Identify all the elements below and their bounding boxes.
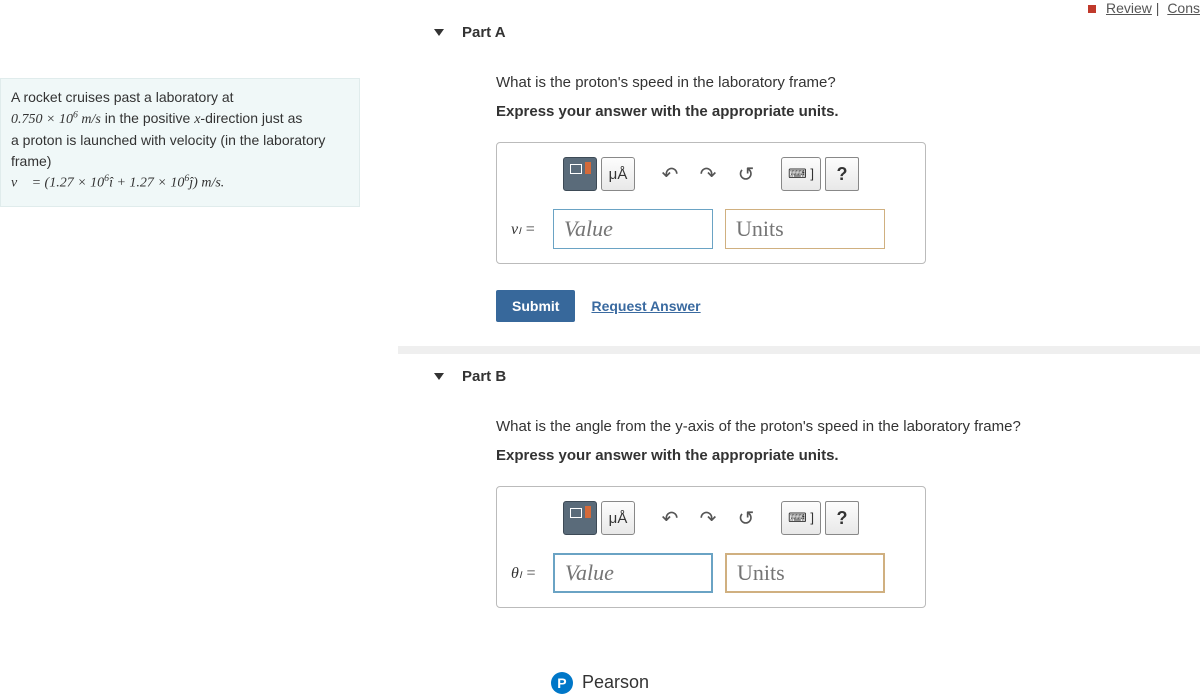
part-a-units-input[interactable]	[725, 209, 885, 249]
part-b-body: What is the angle from the y-axis of the…	[398, 400, 1200, 618]
part-a-toolbar: μÅ ↶ ↷ ↺ ⌨ ] ?	[511, 157, 911, 191]
part-a-instruct: Express your answer with the appropriate…	[496, 103, 1200, 120]
help-button[interactable]: ?	[825, 157, 859, 191]
keyboard-button[interactable]: ⌨ ]	[781, 501, 821, 535]
separator-bar	[398, 346, 1200, 354]
part-b-title: Part B	[462, 368, 506, 385]
problem-line-2: 0.750 × 106 m/s in the positive x-direct…	[11, 108, 349, 130]
caret-down-icon	[434, 29, 444, 36]
problem-line-1: A rocket cruises past a laboratory at	[11, 87, 349, 108]
part-b-var-label: θₗ =	[511, 563, 541, 583]
pearson-logo-icon: P	[551, 672, 573, 694]
redo-button[interactable]: ↷	[691, 501, 725, 535]
caret-down-icon	[434, 373, 444, 380]
pearson-brand: Pearson	[582, 672, 649, 692]
problem-line-3: a proton is launched with velocity (in t…	[11, 130, 349, 151]
part-b-instruct: Express your answer with the appropriate…	[496, 447, 1200, 464]
undo-button[interactable]: ↶	[653, 157, 687, 191]
help-button[interactable]: ?	[825, 501, 859, 535]
part-a-var-label: vₗ =	[511, 219, 541, 239]
undo-button[interactable]: ↶	[653, 501, 687, 535]
part-a-header[interactable]: Part A	[398, 10, 1200, 56]
submit-button[interactable]: Submit	[496, 290, 575, 322]
units-angstrom-button[interactable]: μÅ	[601, 157, 635, 191]
part-a-submit-row: Submit Request Answer	[496, 290, 1200, 322]
reset-button[interactable]: ↺	[729, 501, 763, 535]
redo-button[interactable]: ↷	[691, 157, 725, 191]
reset-button[interactable]: ↺	[729, 157, 763, 191]
part-a-value-row: vₗ =	[511, 209, 911, 249]
problem-statement: A rocket cruises past a laboratory at 0.…	[0, 78, 360, 207]
part-b-question: What is the angle from the y-axis of the…	[496, 418, 1200, 435]
part-b-units-input[interactable]	[725, 553, 885, 593]
part-b-input-box: μÅ ↶ ↷ ↺ ⌨ ] ? θₗ =	[496, 486, 926, 608]
footer: P Pearson	[0, 672, 1200, 694]
part-a-title: Part A	[462, 24, 506, 41]
part-b-value-row: θₗ =	[511, 553, 911, 593]
problem-line-4: frame)	[11, 151, 349, 172]
main-content: Part A What is the proton's speed in the…	[398, 10, 1200, 618]
request-answer-link[interactable]: Request Answer	[591, 298, 700, 314]
part-b-toolbar: μÅ ↶ ↷ ↺ ⌨ ] ?	[511, 501, 911, 535]
templates-button[interactable]	[563, 157, 597, 191]
part-a-body: What is the proton's speed in the labora…	[398, 56, 1200, 346]
templates-button[interactable]	[563, 501, 597, 535]
part-b-header[interactable]: Part B	[398, 354, 1200, 400]
part-b-value-input[interactable]	[553, 553, 713, 593]
units-angstrom-button[interactable]: μÅ	[601, 501, 635, 535]
part-a-value-input[interactable]	[553, 209, 713, 249]
part-a-input-box: μÅ ↶ ↷ ↺ ⌨ ] ? vₗ =	[496, 142, 926, 264]
keyboard-button[interactable]: ⌨ ]	[781, 157, 821, 191]
problem-equation: v⃗ = (1.27 × 106î + 1.27 × 106ĵ) m/s.	[11, 172, 349, 194]
part-a-question: What is the proton's speed in the labora…	[496, 74, 1200, 91]
